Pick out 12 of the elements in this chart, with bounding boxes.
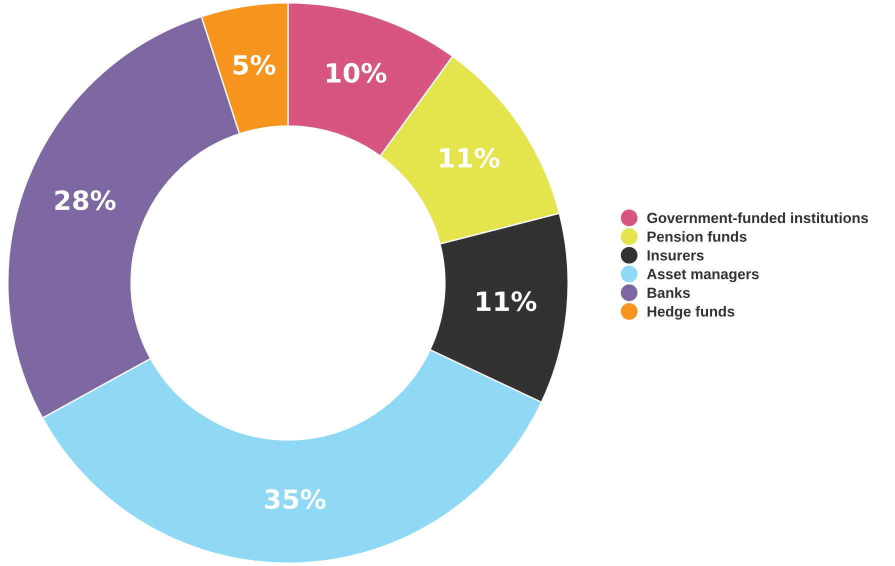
data-label: 35% xyxy=(265,489,326,510)
legend-label: Pension funds xyxy=(648,231,747,242)
data-label: 28% xyxy=(55,190,116,210)
legend-label: Asset managers xyxy=(647,269,759,282)
data-label: 11% xyxy=(476,291,536,312)
data-label: 11% xyxy=(440,148,500,168)
legend-label: Government-funded institutions xyxy=(647,212,868,224)
legend-label: Insurers xyxy=(648,250,704,261)
legend-label: Hedge funds xyxy=(648,306,734,320)
legend-label: Banks xyxy=(648,287,690,298)
data-label: 5% xyxy=(233,54,276,75)
data-label: 10% xyxy=(326,62,386,83)
